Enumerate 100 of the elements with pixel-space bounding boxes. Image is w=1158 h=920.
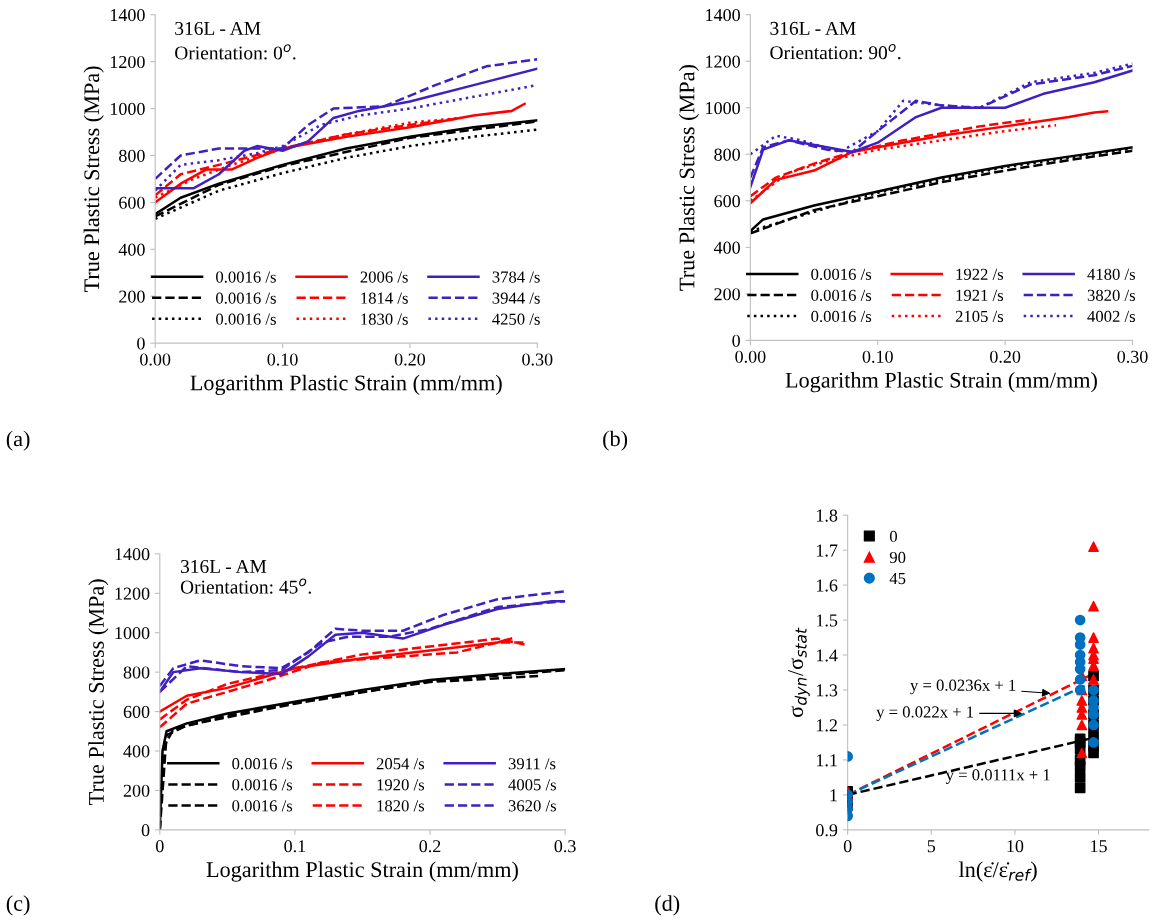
- x-tick-label: 0.00: [735, 350, 766, 363]
- annotation: 316L - AM: [181, 559, 267, 574]
- y-tick-label: 1.3: [816, 684, 838, 697]
- legend-label: 0.0016 /s: [232, 800, 293, 812]
- legend-label: 1814 /s: [361, 292, 408, 304]
- legend-label: 4180 /s: [1087, 268, 1136, 280]
- legend-label: 1920 /s: [377, 779, 425, 791]
- legend-label: 2105 /s: [955, 310, 1004, 323]
- x-axis-title: Logarithm Plastic Strain (mm/mm): [785, 372, 1097, 393]
- y-tick-label: 0: [141, 824, 150, 837]
- x-axis-title: Logarithm Plastic Strain (mm/mm): [190, 374, 502, 396]
- y-tick-label: 200: [119, 290, 145, 303]
- annotation: 316L - AM: [770, 21, 856, 35]
- legend-label: 3911 /s: [508, 758, 556, 770]
- x-tick-label: 0.3: [554, 840, 576, 853]
- y-tick-label: 1.5: [816, 614, 838, 627]
- annotation: y = 0.0236x + 1: [910, 679, 1016, 695]
- legend-label: 1922 /s: [956, 268, 1004, 280]
- annotation: Orientation: 0$^{o}$.: [175, 44, 296, 60]
- y-axis-title: σ$_{dyn}$/σ$_{stat}$: [788, 627, 810, 718]
- y-tick-label: 1400: [115, 548, 150, 561]
- y-tick-label: 600: [714, 195, 740, 208]
- y-axis-title: True Plastic Stress (MPa): [83, 66, 104, 293]
- x-axis-title: ln(ε̇/ε̇$_{ref}$): [958, 861, 1037, 882]
- legend-label: 1921 /s: [956, 289, 1004, 301]
- legend-label: 45: [889, 572, 906, 585]
- x-tick-label: 0.10: [862, 350, 893, 363]
- legend-label: 3944 /s: [492, 292, 540, 304]
- legend-label: 0.0016 /s: [232, 779, 293, 791]
- y-tick-label: 200: [123, 784, 150, 797]
- annotation: 316L - AM: [175, 21, 261, 35]
- legend-label: 1820 /s: [377, 800, 425, 812]
- legend-label: 0.0016 /s: [811, 268, 872, 280]
- y-tick-label: 400: [118, 243, 145, 256]
- legend-label: 4250 /s: [492, 313, 540, 325]
- text: (a): [6, 430, 30, 451]
- y-axis-title: True Plastic Stress (MPa): [678, 65, 699, 291]
- y-tick-label: 1200: [110, 55, 145, 69]
- x-tick-label: 15: [1091, 840, 1107, 853]
- y-tick-label: 1200: [115, 587, 150, 600]
- text: (d): [655, 895, 680, 916]
- legend-label: 0: [889, 530, 898, 543]
- y-tick-label: 800: [119, 149, 145, 162]
- x-tick-label: 0.20: [990, 350, 1021, 363]
- legend-label: 0.0016 /s: [811, 310, 872, 323]
- y-tick-label: 1.6: [816, 579, 838, 592]
- legend-label: 4005 /s: [508, 779, 557, 791]
- x-tick-label: 0.1: [284, 840, 306, 853]
- y-tick-label: 1400: [706, 8, 740, 22]
- legend-label: 0.0016 /s: [811, 289, 872, 302]
- legend-label: 3820 /s: [1087, 289, 1136, 301]
- y-tick-label: 800: [714, 148, 740, 161]
- annotation: Orientation: 45$^{o}$.: [180, 578, 311, 594]
- legend-label: 2006 /s: [360, 271, 408, 283]
- y-tick-label: 1000: [110, 102, 145, 115]
- x-tick-label: 0.2: [419, 840, 441, 853]
- x-tick-label: 0.30: [1117, 350, 1148, 363]
- y-tick-label: 600: [123, 705, 150, 718]
- y-tick-label: 0.9: [816, 824, 838, 837]
- x-tick-label: 5: [927, 840, 936, 853]
- x-tick-label: 0.00: [140, 353, 171, 366]
- x-axis-title: Logarithm Plastic Strain (mm/mm): [206, 861, 518, 882]
- y-tick-label: 800: [123, 666, 150, 679]
- legend-label: 0.0016 /s: [216, 313, 276, 325]
- x-tick-label: 0: [155, 840, 164, 853]
- legend-label: 2054 /s: [376, 758, 425, 770]
- y-tick-label: 1000: [706, 102, 740, 115]
- y-tick-label: 0: [732, 334, 740, 347]
- annotation: y = 0.0111x + 1: [945, 769, 1050, 784]
- y-tick-label: 1400: [110, 8, 145, 22]
- legend-label: 90: [889, 551, 906, 564]
- legend-label: 3620 /s: [508, 800, 557, 812]
- annotation: Orientation: 90$^{o}$.: [770, 43, 901, 60]
- x-tick-label: 0.30: [522, 353, 553, 366]
- y-tick-label: 400: [713, 241, 740, 254]
- y-tick-label: 1.1: [816, 754, 837, 767]
- y-axis-title: True Plastic Stress (MPa): [88, 579, 109, 805]
- y-tick-label: 600: [119, 196, 145, 209]
- text: (b): [603, 430, 628, 451]
- y-tick-label: 1000: [115, 626, 150, 640]
- y-tick-label: 200: [714, 288, 740, 301]
- legend-label: 3784 /s: [492, 271, 540, 283]
- y-tick-label: 1: [830, 789, 837, 802]
- x-tick-label: 0.20: [394, 353, 426, 366]
- legend-label: 1830 /s: [361, 313, 408, 325]
- y-tick-label: 400: [123, 745, 150, 758]
- y-tick-label: 1.8: [816, 509, 838, 522]
- legend-label: 0.0016 /s: [216, 292, 276, 304]
- annotation: y = 0.022x + 1: [876, 706, 974, 721]
- y-tick-label: 1.2: [816, 719, 837, 732]
- y-tick-label: 0: [137, 337, 145, 350]
- legend-label: 0.0016 /s: [232, 758, 293, 770]
- legend-label: 0.0016 /s: [216, 271, 276, 283]
- x-tick-label: 10: [1007, 840, 1024, 853]
- y-tick-label: 1.7: [816, 544, 838, 557]
- legend-label: 4002 /s: [1087, 310, 1136, 323]
- y-tick-label: 1.4: [816, 649, 838, 662]
- x-tick-label: 0.10: [267, 353, 298, 366]
- x-tick-label: 0: [843, 840, 852, 853]
- text: (c): [6, 895, 30, 916]
